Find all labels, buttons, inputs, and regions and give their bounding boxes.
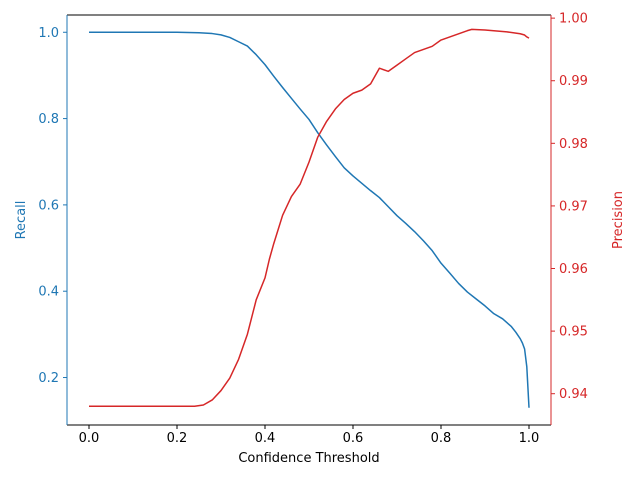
series-layer (89, 28, 530, 408)
left-tick-label: 0.8 (38, 112, 59, 127)
right-tick-label: 0.98 (559, 137, 588, 152)
x-tick-label: 0.6 (343, 431, 364, 446)
x-tick-label: 0.0 (79, 431, 100, 446)
left-tick-label: 0.2 (38, 371, 59, 386)
recall-series-line (89, 31, 530, 408)
right-tick-label: 0.97 (559, 199, 588, 214)
x-axis-label: Confidence Threshold (238, 451, 379, 466)
right-y-axis-label: Precision (611, 191, 626, 249)
right-tick-label: 0.96 (559, 262, 588, 277)
right-tick-label: 1.00 (559, 12, 588, 27)
right-tick-label: 0.99 (559, 74, 588, 89)
left-tick-label: 0.6 (38, 198, 59, 213)
x-tick-label: 1.0 (519, 431, 540, 446)
left-tick-label: 1.0 (38, 26, 59, 41)
x-tick-label: 0.8 (431, 431, 452, 446)
left-y-axis-label: Recall (14, 201, 29, 240)
right-tick-label: 0.95 (559, 325, 588, 340)
left-tick-label: 0.4 (38, 285, 59, 300)
x-tick-label: 0.4 (255, 431, 276, 446)
precision-series-line (89, 28, 530, 407)
axes-layer: 0.0 0.2 0.4 0.6 0.8 1.0 0.2 0.4 0.6 0.8 1.0 0.94 0.9… (38, 12, 588, 446)
x-tick-label: 0.2 (167, 431, 188, 446)
right-tick-label: 0.94 (559, 387, 588, 402)
